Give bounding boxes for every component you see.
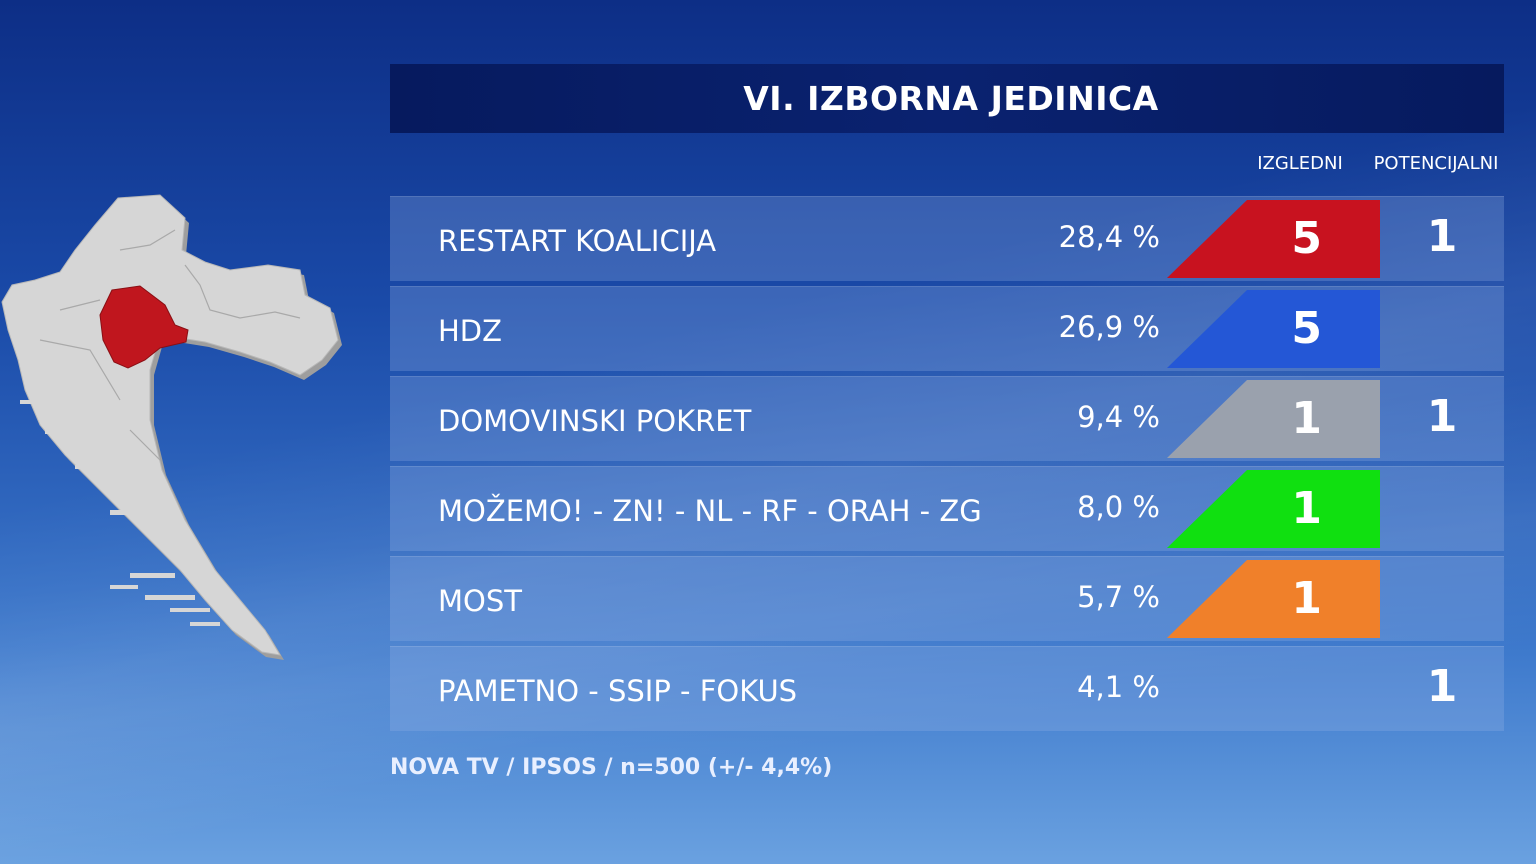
- table-row: MOŽEMO! - ZN! - NL - RF - ORAH - ZG 8,0 %…: [390, 466, 1504, 551]
- results-table: RESTART KOALICIJA 28,4 % 5 1 HDZ 26,9 % 5 DOMOV…: [390, 196, 1504, 736]
- table-row: HDZ 26,9 % 5: [390, 286, 1504, 371]
- croatia-map: [1, 194, 342, 660]
- column-header-potential: POTENCIJALNI: [1373, 153, 1499, 174]
- party-percent: 28,4 %: [1058, 220, 1160, 254]
- table-row: DOMOVINSKI POKRET 9,4 % 1 1: [390, 376, 1504, 461]
- poll-source: NOVA TV / IPSOS / n=500 (+/- 4,4%): [390, 755, 833, 780]
- title-bar: VI. IZBORNA JEDINICA: [390, 64, 1504, 133]
- likely-seats: 1: [1291, 573, 1322, 624]
- page-title: VI. IZBORNA JEDINICA: [743, 79, 1159, 118]
- map-highlight-region: [99, 285, 189, 369]
- party-percent: 26,9 %: [1058, 310, 1160, 344]
- map-land: [1, 194, 339, 656]
- party-name: HDZ: [438, 314, 503, 348]
- party-percent: 5,7 %: [1077, 580, 1160, 614]
- potential-seats: 1: [1426, 211, 1458, 262]
- party-name: MOŽEMO! - ZN! - NL - RF - ORAH - ZG: [438, 494, 982, 528]
- map-borders: [39, 229, 301, 461]
- likely-seats-badge: 5: [1167, 200, 1380, 278]
- likely-seats-badge: 1: [1167, 380, 1380, 458]
- likely-seats: 5: [1291, 213, 1322, 264]
- table-row: PAMETNO - SSIP - FOKUS 4,1 % 1: [390, 646, 1504, 731]
- potential-seats: 1: [1426, 661, 1458, 712]
- party-percent: 9,4 %: [1077, 400, 1160, 434]
- likely-seats: 5: [1291, 303, 1322, 354]
- table-row: MOST 5,7 % 1: [390, 556, 1504, 641]
- likely-seats-badge: 5: [1167, 290, 1380, 368]
- party-name: DOMOVINSKI POKRET: [438, 404, 752, 438]
- party-percent: 8,0 %: [1077, 490, 1160, 524]
- party-name: MOST: [438, 584, 522, 618]
- map-islands: [20, 400, 220, 626]
- party-name: PAMETNO - SSIP - FOKUS: [438, 674, 798, 708]
- table-row: RESTART KOALICIJA 28,4 % 5 1: [390, 196, 1504, 281]
- party-name: RESTART KOALICIJA: [438, 224, 717, 258]
- likely-seats: 1: [1291, 393, 1322, 444]
- likely-seats-badge: 1: [1167, 470, 1380, 548]
- potential-seats: 1: [1426, 391, 1458, 442]
- column-header-likely: IZGLEDNI: [1257, 153, 1343, 174]
- likely-seats: 1: [1291, 483, 1322, 534]
- likely-seats-badge: 1: [1167, 560, 1380, 638]
- party-percent: 4,1 %: [1077, 670, 1160, 704]
